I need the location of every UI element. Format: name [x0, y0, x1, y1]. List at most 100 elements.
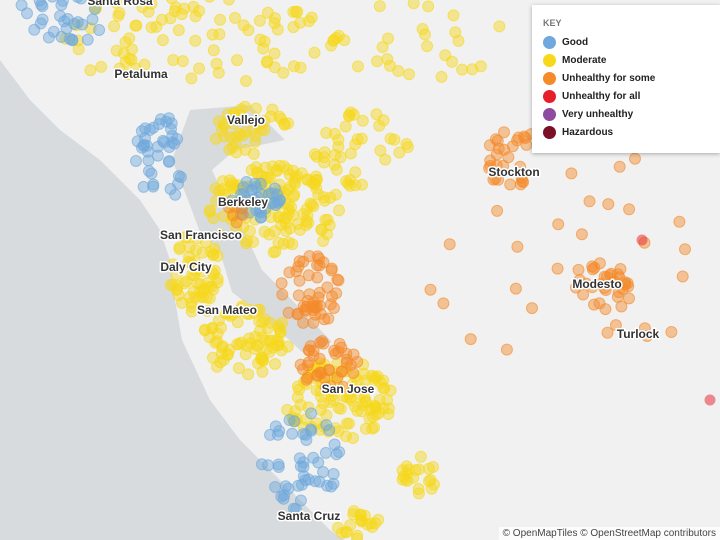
sensor-dot — [173, 243, 186, 256]
sensor-dot — [497, 159, 510, 172]
sensor-dot — [247, 235, 260, 248]
sensor-dot — [76, 18, 89, 31]
sensor-dot — [565, 167, 578, 180]
sensor-dot — [608, 275, 621, 288]
sensor-dot — [218, 120, 230, 133]
sensor-dot — [673, 215, 686, 228]
sensor-dot — [264, 428, 276, 441]
sensor-dot — [319, 446, 332, 459]
sensor-dot — [271, 334, 284, 347]
sensor-dot — [264, 110, 277, 123]
sensor-dot — [526, 302, 538, 315]
sensor-dot — [484, 159, 497, 172]
legend-swatch — [543, 89, 556, 103]
sensor-dot — [615, 300, 628, 313]
city-label: Vallejo — [227, 113, 265, 127]
sensor-dot — [509, 282, 522, 295]
sensor-dot — [215, 321, 227, 334]
sensor-dot — [287, 21, 300, 34]
legend-item: Good — [543, 35, 588, 49]
sensor-dot — [305, 176, 318, 189]
sensor-dot — [340, 417, 353, 430]
legend-swatch — [543, 35, 556, 49]
sensor-dot — [209, 182, 222, 195]
sensor-dot — [204, 0, 215, 3]
sensor-dot — [212, 66, 225, 79]
sensor-dot — [311, 259, 324, 272]
sensor-dot — [233, 338, 246, 351]
sensor-dot — [160, 115, 173, 128]
sensor-dot — [622, 280, 635, 293]
sensor-dot — [302, 344, 315, 357]
sensor-dot — [172, 177, 184, 190]
sensor-dot — [552, 218, 565, 231]
sensor-dot — [600, 271, 613, 284]
sensor-dot — [307, 304, 320, 317]
sensor-dot — [72, 43, 85, 56]
legend-label: Very unhealthy — [562, 108, 634, 120]
sensor-dot — [382, 32, 394, 45]
sensor-dot — [324, 298, 337, 311]
sensor-dot — [366, 422, 379, 435]
sensor-dot — [593, 297, 606, 310]
sensor-dot — [233, 108, 246, 121]
sensor-dot — [262, 459, 275, 472]
sensor-dot — [629, 152, 641, 165]
sensor-dot — [474, 60, 487, 73]
sensor-dot — [580, 277, 593, 290]
sensor-dot — [167, 54, 180, 66]
sensor-dot — [401, 141, 414, 154]
sensor-dot — [327, 468, 340, 480]
sensor-dot — [569, 281, 582, 294]
sensor-dot — [239, 126, 252, 139]
sensor-dot — [110, 0, 123, 9]
sensor-dot — [283, 266, 296, 279]
sensor-dot — [297, 316, 310, 329]
sensor-dot — [317, 397, 330, 410]
sensor-dot — [318, 156, 331, 169]
sensor-dot — [249, 135, 262, 148]
sensor-dot — [169, 188, 182, 201]
sensor-dot — [137, 139, 150, 152]
sensor-dot — [312, 456, 325, 469]
sensor-dot — [347, 505, 360, 518]
sensor-dot — [227, 117, 240, 130]
sensor-dot — [250, 204, 263, 217]
sensor-dot — [282, 236, 295, 249]
sensor-dot — [294, 494, 307, 507]
sensor-dot — [491, 204, 504, 217]
sensor-dot — [613, 160, 626, 173]
sensor-dot — [314, 423, 327, 436]
sensor-dot — [211, 335, 224, 348]
sensor-dot — [163, 155, 176, 168]
legend-label: Unhealthy for some — [562, 72, 656, 84]
sensor-dot — [93, 24, 106, 36]
sensor-dot — [190, 263, 203, 276]
sensor-dot — [252, 357, 264, 370]
sensor-dot — [328, 127, 341, 140]
sensor-dot — [403, 68, 415, 81]
sensor-dot — [307, 316, 320, 329]
sensor-dot — [356, 114, 369, 127]
sensor-dot — [414, 450, 427, 463]
sensor-dot — [84, 64, 97, 77]
sensor-dot — [179, 231, 192, 244]
sensor-dot — [283, 414, 296, 426]
sensor-dot — [232, 362, 245, 375]
sensor-dot — [193, 5, 206, 17]
sensor-dot — [292, 479, 305, 492]
bay — [172, 105, 332, 352]
sensor-dot — [337, 380, 350, 393]
city-label: Santa Cruz — [278, 509, 341, 523]
sensor-dot — [175, 8, 188, 21]
sensor-dot — [287, 6, 300, 18]
sensor-dot — [243, 308, 256, 320]
sensor-dot — [113, 62, 126, 75]
sensor-dot — [121, 68, 134, 81]
legend: KEY Good Moderate Unhealthy for some Unheal… — [532, 5, 720, 153]
sensor-dot — [72, 0, 83, 3]
sensor-dot — [250, 161, 263, 174]
sensor-dot — [602, 198, 615, 211]
sensor-dot — [320, 419, 333, 431]
sensor-dot — [263, 228, 276, 241]
